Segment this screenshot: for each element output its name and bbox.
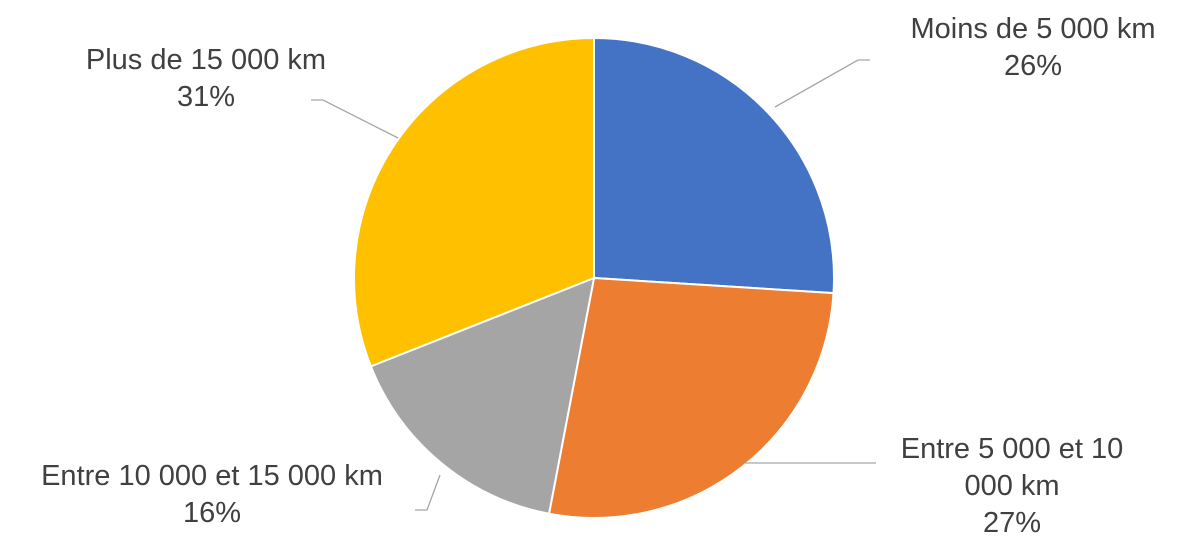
- slice-1-category-label: Moins de 5 000 km: [910, 13, 1155, 45]
- pie-slice-1: [593, 36, 835, 295]
- slice-3-category-label: Entre 10 000 et 15 000 km: [41, 460, 383, 492]
- slice-2-category-label: Entre 5 000 et 10: [901, 433, 1124, 465]
- slice-4-percent-label: 31%: [177, 81, 235, 113]
- pie-slice-3: [369, 276, 596, 515]
- data-labels-layer: Moins de 5 000 km 26% Entre 5 000 et 10 000…: [41, 13, 1155, 539]
- leader-line-3: [415, 474, 441, 511]
- slice-2-category-label: 000 km: [964, 470, 1059, 502]
- slice-3-percent-label: 16%: [183, 497, 241, 529]
- slice-2-percent-label: 27%: [983, 507, 1041, 539]
- leader-line-4: [311, 99, 399, 139]
- slice-4-category-label: Plus de 15 000 km: [86, 44, 326, 76]
- pie-slice-4: [353, 36, 595, 368]
- leader-lines-layer: [311, 59, 876, 511]
- pie-slice-2: [547, 276, 835, 519]
- slice-1-percent-label: 26%: [1004, 50, 1062, 82]
- leader-line-1: [774, 59, 870, 108]
- slices-layer: [353, 36, 835, 519]
